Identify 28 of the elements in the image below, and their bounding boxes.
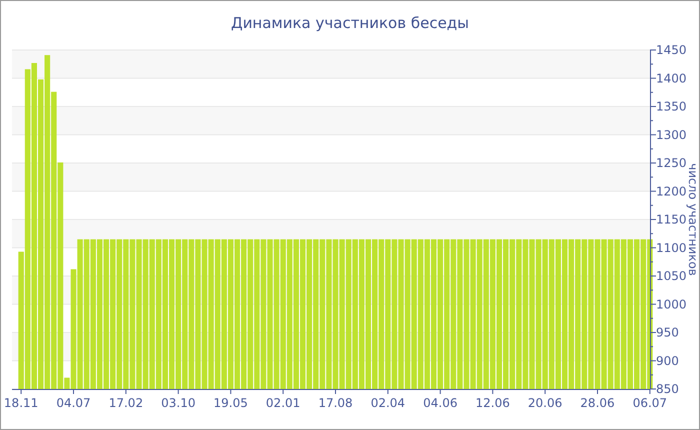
x-tick-label: 12.06 bbox=[476, 396, 510, 410]
y-tick-label: 1250 bbox=[656, 156, 687, 170]
x-tick-label: 17.02 bbox=[108, 396, 144, 410]
y-tick-label: 850 bbox=[656, 382, 679, 396]
x-tick-label: 03.10 bbox=[161, 396, 196, 410]
y-tick-label: 950 bbox=[656, 326, 679, 340]
x-tick-label: 04.06 bbox=[423, 396, 458, 410]
y-tick-label: 1200 bbox=[656, 184, 687, 198]
chart-title: Динамика участников беседы bbox=[230, 14, 470, 32]
y-tick-label: 1100 bbox=[656, 240, 687, 255]
y-tick-label: 1150 bbox=[656, 212, 687, 226]
x-tick-label: 19.05 bbox=[214, 396, 248, 410]
x-tick-label: 04.07 bbox=[56, 396, 91, 410]
x-tick-label: 17.08 bbox=[318, 396, 353, 410]
y-tick-label: 1000 bbox=[656, 297, 687, 312]
y-tick-label: 900 bbox=[656, 354, 679, 368]
y-tick-label: 1350 bbox=[656, 100, 687, 114]
x-tick-label: 20.06 bbox=[528, 396, 562, 410]
y-tick-label: 1400 bbox=[656, 71, 687, 86]
x-tick-label: 02.04 bbox=[370, 396, 406, 410]
y-tick-label: 1050 bbox=[656, 269, 687, 283]
x-tick-label: 28.06 bbox=[580, 396, 615, 410]
y-tick-label: 1450 bbox=[656, 43, 687, 57]
x-tick-label: 18.11 bbox=[4, 396, 38, 410]
y-tick-label: 1300 bbox=[656, 128, 687, 142]
y-axis-title: число участников bbox=[686, 163, 700, 276]
x-tick-label: 06.07 bbox=[632, 396, 668, 410]
x-tick-label: 02.01 bbox=[266, 396, 300, 410]
